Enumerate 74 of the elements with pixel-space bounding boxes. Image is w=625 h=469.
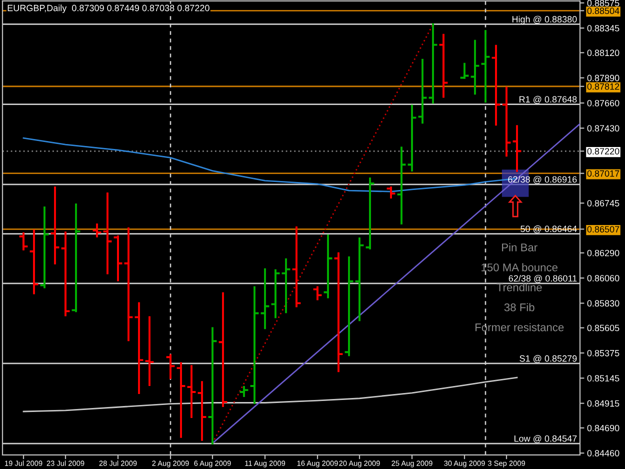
candlestick <box>186 365 197 418</box>
ref-line-label: S1 @ 0.85279 <box>520 355 577 363</box>
y-tick-label: 0.88504 <box>587 8 620 14</box>
candlestick <box>165 354 176 379</box>
y-tick-label: 0.86060 <box>587 275 620 282</box>
ref-line-label: R1 @ 0.87648 <box>520 96 577 104</box>
candlestick <box>144 316 155 386</box>
ref-line-label: 62/38 @ 0.86011 <box>508 274 577 283</box>
chart-title: EURGBP,Daily 0.87309 0.87449 0.87038 0.87220 <box>8 4 210 13</box>
candlestick <box>176 362 186 438</box>
candlestick <box>428 23 438 104</box>
annotation: Former resistance <box>476 323 564 332</box>
y-tick-label: 0.87220 <box>587 148 620 154</box>
candlestick <box>312 286 323 300</box>
candlestick <box>18 232 29 250</box>
annotation: 38 Fib <box>504 303 534 312</box>
y-tick-label: 0.86507 <box>587 226 620 232</box>
y-tick-label: 0.87812 <box>587 83 620 90</box>
y-tick-label: 0.84460 <box>587 450 620 456</box>
y-tick-label: 0.85145 <box>587 375 620 382</box>
candlestick <box>280 258 292 314</box>
y-tick-label: 0.87660 <box>587 100 620 106</box>
ref-line-label: High @ 0.88380 <box>512 16 577 24</box>
candlestick <box>50 186 60 264</box>
candlestick <box>249 286 260 404</box>
annotation: Trendline <box>496 283 542 292</box>
annotation: 150 MA bounce <box>482 263 558 272</box>
candlestick <box>92 223 102 238</box>
y-tick-label: 0.85830 <box>587 300 620 307</box>
y-tick-label: 0.86745 <box>587 200 620 206</box>
candlestick <box>134 302 144 394</box>
candlestick <box>260 268 270 330</box>
y-tick-label: 0.86290 <box>587 250 620 256</box>
y-tick-label: 0.88120 <box>587 50 620 56</box>
candlestick <box>238 386 250 398</box>
candlestick <box>459 62 470 79</box>
candlestick <box>490 44 502 126</box>
candlestick <box>333 252 344 372</box>
ref-line-label: Low @ 0.84547 <box>514 435 577 443</box>
candlestick <box>39 206 50 288</box>
candlestick <box>207 327 218 445</box>
candlestick <box>396 146 407 224</box>
candlestick <box>70 203 82 312</box>
candlestick <box>406 104 418 172</box>
candlestick <box>344 256 354 356</box>
y-tick-label: 0.84690 <box>587 424 620 432</box>
candlestick <box>291 226 302 308</box>
candlestick <box>386 186 396 198</box>
y-tick-label: 0.85605 <box>587 324 620 332</box>
candlestick <box>60 231 71 316</box>
candlestick <box>480 30 491 103</box>
candlestick <box>102 192 113 274</box>
y-tick-label: 0.85375 <box>587 350 620 356</box>
candlestick <box>470 40 480 95</box>
y-tick-label: 0.87430 <box>587 125 620 132</box>
y-tick-label: 0.87890 <box>587 74 620 82</box>
candlestick <box>354 237 365 322</box>
candlestick <box>196 381 208 441</box>
candlestick <box>438 34 449 98</box>
candlestick <box>417 58 428 124</box>
y-tick-label: 0.88345 <box>587 25 620 32</box>
candlestick <box>322 234 334 298</box>
candlestick <box>218 292 228 408</box>
y-tick-label: 0.88575 <box>587 0 620 6</box>
candlestick <box>512 125 522 172</box>
y-tick-label: 0.84915 <box>587 400 620 407</box>
candlestick <box>501 86 512 157</box>
candlestick <box>123 227 134 342</box>
y-tick-label: 0.87017 <box>587 170 620 177</box>
candlestick <box>112 235 124 282</box>
annotation: Pin Bar <box>502 243 538 252</box>
candlestick <box>364 178 376 250</box>
candlestick <box>28 229 40 294</box>
candlestick <box>270 269 281 318</box>
